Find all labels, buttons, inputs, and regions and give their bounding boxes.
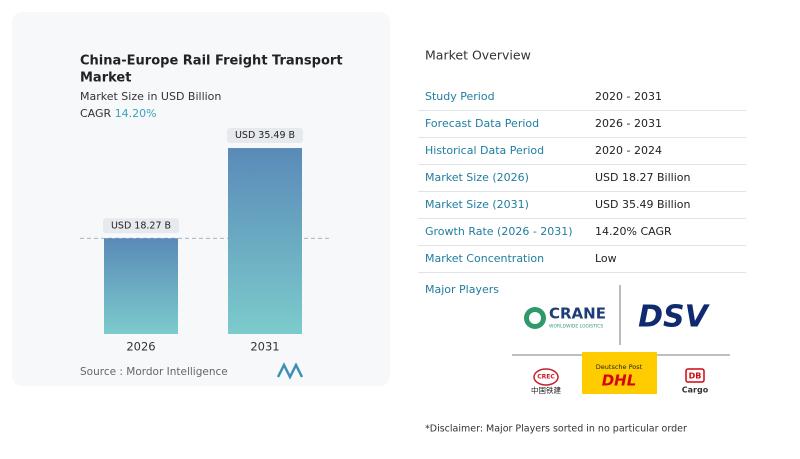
x-tick-label: 2026 [126,340,155,354]
bar [228,148,302,334]
player-name: DSV [638,300,711,335]
player-name: DHL [602,372,637,390]
crane-logo: CRANE WORLDWIDE LOGISTICS [524,305,606,330]
bar [104,238,178,334]
overview-label: Study Period [425,90,495,103]
overview-label: Growth Rate (2026 - 2031) [425,225,573,238]
player-tagline: WORLDWIDE LOGISTICS [549,324,603,330]
overview-label: Historical Data Period [425,144,544,157]
disclaimer: *Disclaimer: Major Players sorted in no … [425,424,687,435]
overview-value: 2020 - 2031 [595,90,662,103]
value-label-box [103,218,179,234]
overview-value: USD 18.27 Billion [595,171,690,184]
value-label: USD 35.49 B [235,130,295,141]
db-logo: DB Cargo [682,368,709,395]
overview-value: 2020 - 2024 [595,144,662,157]
player-mark: CREC [537,374,555,381]
overview-label: Market Size (2026) [425,171,529,184]
players-title: Major Players [425,283,499,296]
overview-value: 14.20% CAGR [595,225,672,238]
overview-value: 2026 - 2031 [595,117,662,130]
player-name: CRANE [549,305,606,323]
overview-label: Market Size (2031) [425,198,529,211]
value-label: USD 18.27 B [111,220,171,231]
player-tagline: Cargo [682,386,709,395]
cagr-label: CAGR [80,107,112,120]
value-label-box [227,128,303,144]
chart-title-line: Market [80,71,131,86]
overview-label: Market Concentration [425,252,544,265]
x-tick-label: 2031 [250,340,279,354]
chart-subtitle: Market Size in USD Billion [80,90,221,103]
cagr-value: 14.20% [115,107,157,120]
overview-label: Forecast Data Period [425,117,539,130]
player-name: DB [689,372,702,381]
overview-value: USD 35.49 Billion [595,198,690,211]
cagr: CAGR 14.20% [80,107,157,120]
player-tagline: Deutsche Post [596,363,643,371]
crec-logo: CREC 中国铁建 [531,368,561,395]
overview-value: Low [595,252,617,265]
dhl-logo: Deutsche Post DHL [582,352,657,394]
source-logo [276,362,304,380]
chart-title: China-Europe Rail Freight Transport [80,54,343,69]
source: Source : Mordor Intelligence [80,366,228,378]
overview-title: Market Overview [425,48,531,63]
player-name: 中国铁建 [531,385,561,395]
